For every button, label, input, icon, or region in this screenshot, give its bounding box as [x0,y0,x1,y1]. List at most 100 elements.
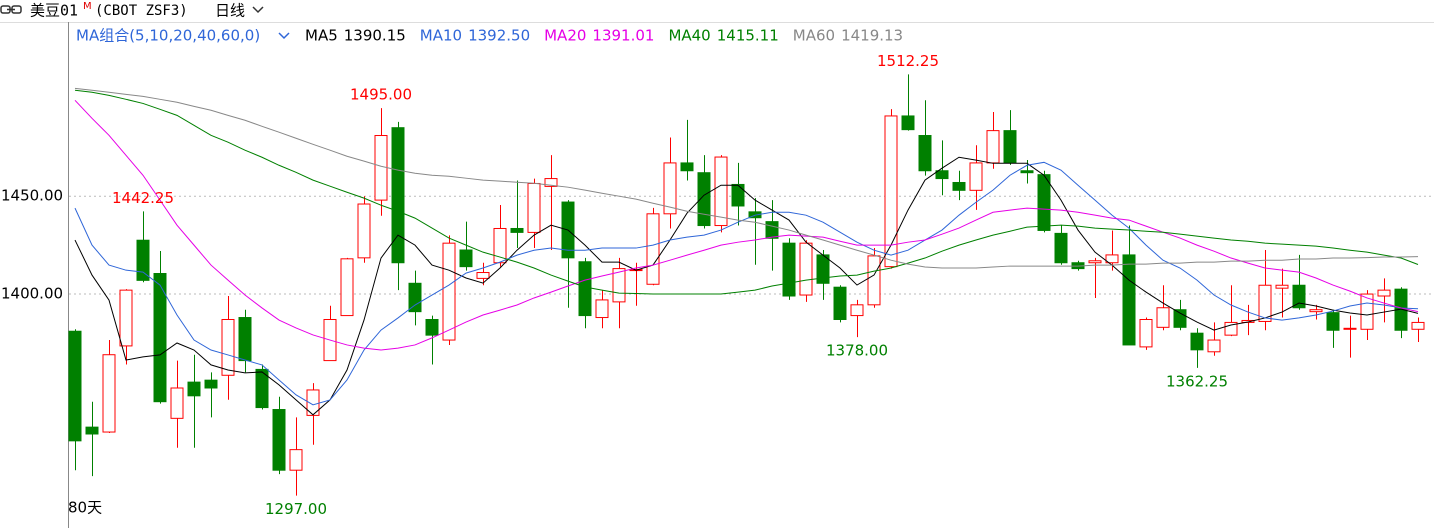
ma-line [74,89,1419,295]
candle-body [1173,309,1187,328]
candle-body [255,368,269,409]
link-icon[interactable] [0,5,22,14]
candle-body [221,318,235,376]
candle-body [357,203,371,259]
extreme-label: 1442.25 [112,189,174,207]
candle-body [1122,254,1136,346]
candle-body [952,181,966,191]
candle-body [1275,284,1289,289]
legend-value: 1391.01 [592,27,654,45]
legend-value: 1419.13 [841,27,903,45]
candle-body [187,381,201,397]
symbol: 美豆01 [30,2,78,20]
chevron[interactable] [252,6,264,14]
ma-line [74,99,1419,351]
legend-value: 1390.15 [344,27,406,45]
candle-body [884,115,898,268]
candle-body [204,379,218,389]
ma-line [74,156,1419,416]
candle-body [1190,332,1204,351]
candle-body [153,273,167,403]
candle-body [136,239,150,281]
extreme-label: 1495.00 [350,86,412,104]
candle-body [1037,174,1051,231]
candle-body [595,299,609,319]
candle-body [289,449,303,471]
candle-body [1292,284,1306,309]
legend-name: MA5 [305,27,338,45]
chevron[interactable] [278,32,290,40]
candle-body [459,249,473,268]
legend-name: MA20 [544,27,586,45]
candle-body [986,130,1000,164]
flag: M [83,1,92,12]
candle-body [867,255,881,306]
legend-name: MA60 [793,27,835,45]
candle-body [714,156,728,227]
candle-body [1054,232,1068,264]
candle-body [850,304,864,317]
candle-body [1326,312,1340,331]
candle-body [102,354,116,433]
candle-body [731,183,745,207]
candle-body [493,227,507,264]
candle-body [697,172,711,227]
candle-body [527,182,541,233]
candle-body [1258,284,1272,322]
candle-body [408,282,422,313]
candle-body [1105,254,1119,264]
ma-line [74,87,1419,269]
candle-body [238,317,252,362]
candle-body [1003,130,1017,164]
candle-body [391,127,405,264]
y-tick-label: 1400.00 [1,285,63,303]
candle-body [782,242,796,297]
candle-body [1207,339,1221,353]
candle-body [374,135,388,201]
span-label: 80天 [68,499,102,517]
candle-body [1309,309,1323,313]
candle-body [1139,318,1153,348]
contract: (CBOT ZSF3) [95,3,188,19]
candle-body [833,286,847,320]
candle-body [544,178,558,187]
legend-name: MA40 [668,27,710,45]
candle-body [1360,293,1374,330]
candle-body [1088,260,1102,264]
candle-body [425,318,439,336]
candle-body [85,426,99,435]
extreme-label: 1362.25 [1166,372,1228,390]
candle-body [1020,170,1034,174]
ma-selector[interactable]: MA组合(5,10,20,40,60,0) [76,27,260,45]
candle-body [901,115,915,131]
candle-body [340,258,354,317]
candle-body [170,387,184,419]
candle-body [1377,289,1391,297]
candle-body [646,213,660,285]
candle-body [476,272,490,279]
candle-body [272,409,286,471]
extreme-label: 1512.25 [877,52,939,70]
legend-value: 1415.11 [717,27,779,45]
candle-body [765,221,779,239]
period-select[interactable]: 日线 [215,2,245,20]
candle-body [68,330,82,442]
candle-body [578,261,592,317]
candle-body [663,162,677,215]
extreme-label: 1378.00 [826,342,888,360]
candle-body [799,242,813,296]
extreme-label: 1297.00 [265,500,327,518]
candle-body [442,242,456,341]
candle-body [935,170,949,180]
candle-body [969,162,983,191]
candle-body [1411,321,1425,330]
y-tick-label: 1450.00 [1,187,63,205]
candle-body [119,289,133,347]
ma-line [74,161,1419,406]
legend-value: 1392.50 [468,27,530,45]
legend-name: MA10 [420,27,462,45]
candle-body [1343,327,1357,330]
candle-body [1156,307,1170,328]
